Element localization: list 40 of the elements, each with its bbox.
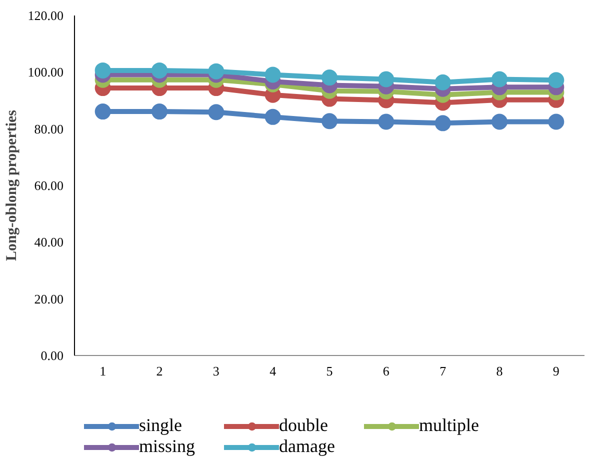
- legend-label: double: [279, 415, 329, 436]
- point: [208, 104, 224, 120]
- point: [548, 114, 564, 130]
- x-tick-label: 3: [212, 364, 220, 378]
- point: [322, 70, 338, 86]
- point: [434, 74, 451, 90]
- legend-label: single: [139, 415, 183, 436]
- legend-label: missing: [139, 436, 196, 457]
- point: [94, 104, 111, 120]
- x-tick-label: 8: [496, 364, 503, 378]
- point: [94, 62, 111, 78]
- point: [152, 62, 168, 78]
- y-tick-label: 100.00: [28, 64, 64, 80]
- legend-label: multiple: [419, 415, 480, 436]
- x-tick-label: 1: [100, 364, 106, 378]
- y-tick-label: 40.00: [34, 234, 64, 250]
- y-tick-label: 20.00: [34, 291, 64, 306]
- y-tick-label: 0.00: [40, 348, 64, 363]
- y-tick-label: 60.00: [34, 178, 64, 193]
- point: [322, 113, 338, 130]
- point: [152, 104, 168, 120]
- x-tick-label: 2: [156, 364, 163, 378]
- point: [264, 108, 281, 125]
- point: [378, 114, 394, 130]
- y-axis-title: Long-oblong properties: [4, 110, 20, 261]
- point: [264, 66, 281, 83]
- x-tick-label: 7: [440, 364, 447, 378]
- point: [492, 114, 508, 130]
- point: [378, 71, 394, 88]
- x-tick-label: 6: [382, 364, 390, 378]
- x-tick-label: 5: [326, 364, 333, 378]
- point: [434, 115, 451, 132]
- point: [492, 71, 508, 88]
- point: [208, 63, 224, 80]
- y-tick-label: 120.00: [28, 8, 64, 23]
- point: [548, 72, 564, 88]
- x-tick-label: 9: [552, 364, 560, 378]
- y-tick-label: 80.00: [34, 121, 64, 136]
- legend-label: damage: [279, 436, 336, 457]
- x-tick-label: 4: [270, 364, 277, 378]
